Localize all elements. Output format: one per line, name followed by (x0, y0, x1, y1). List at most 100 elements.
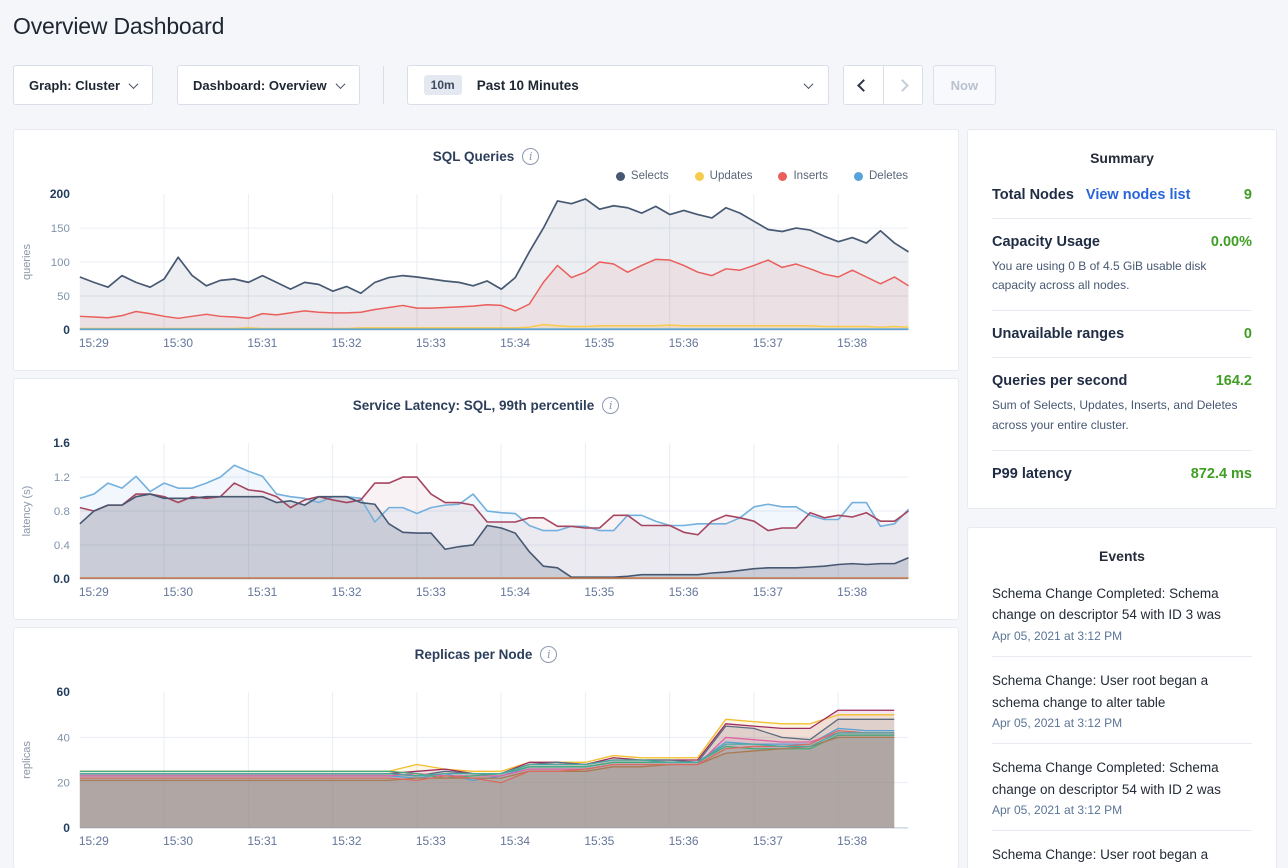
now-button[interactable]: Now (932, 65, 997, 105)
svg-text:15:30: 15:30 (163, 834, 193, 848)
svg-text:15:29: 15:29 (79, 336, 109, 350)
content: SQL Queries i Selects Updates Inserts Delet… (13, 129, 1277, 868)
event-timestamp: Apr 05, 2021 at 3:12 PM (992, 716, 1123, 731)
svg-text:1.2: 1.2 (54, 472, 70, 484)
svg-text:0: 0 (63, 821, 70, 835)
svg-text:15:30: 15:30 (163, 585, 193, 599)
chart-title: Service Latency: SQL, 99th percentile (352, 397, 595, 413)
events-panel: Events Schema Change Completed: Schema c… (967, 526, 1277, 868)
legend-dot-icon (778, 171, 788, 181)
legend-label: Updates (709, 170, 753, 182)
svg-text:15:36: 15:36 (669, 336, 699, 350)
sidebar: Summary Total Nodes View nodes list 9 Capac… (967, 129, 1277, 868)
toolbar: Graph: Cluster Dashboard: Overview 10m P… (13, 65, 1275, 105)
legend-dot-icon (694, 171, 704, 181)
legend-item: Inserts (778, 170, 828, 182)
info-icon[interactable]: i (522, 147, 540, 165)
svg-text:40: 40 (57, 732, 70, 744)
legend-dot-icon (615, 171, 625, 181)
event-item: Schema Change: User root began a schema … (992, 657, 1252, 745)
summary-row: Queries per second 164.2 Sum of Selects, U… (992, 358, 1252, 451)
chart-legend: Selects Updates Inserts Deletes (14, 166, 958, 186)
legend-dot-icon (854, 171, 863, 181)
info-icon[interactable]: i (602, 396, 620, 414)
graph-selector-dropdown[interactable]: Graph: Cluster (13, 65, 154, 105)
svg-text:0.4: 0.4 (54, 540, 71, 552)
svg-text:150: 150 (51, 223, 70, 235)
summary-label: P99 latency (992, 465, 1072, 482)
legend-label: Deletes (869, 170, 908, 182)
prev-time-button[interactable] (843, 66, 883, 104)
chevron-down-icon (803, 78, 814, 89)
svg-text:0.0: 0.0 (53, 572, 70, 586)
summary-value: 0 (1243, 326, 1252, 343)
chart-legend (14, 415, 958, 435)
svg-text:15:32: 15:32 (332, 834, 362, 848)
summary-value: 0.00% (1210, 234, 1252, 250)
svg-text:15:34: 15:34 (500, 336, 530, 350)
info-icon[interactable]: i (540, 645, 558, 663)
summary-description: You are using 0 B of 4.5 GiB usable disk… (992, 259, 1207, 293)
event-text: Schema Change Completed: Schema change o… (992, 585, 1221, 623)
x-axis-labels: 15:29 15:30 15:31 15:32 15:33 15:34 15:35 15:36… (79, 585, 868, 599)
summary-label: Total Nodes (992, 187, 1074, 203)
next-time-button[interactable] (882, 66, 922, 104)
event-timestamp: Apr 05, 2021 at 3:12 PM (992, 628, 1123, 643)
time-step-buttons (842, 65, 923, 105)
y-axis-labels: 0 20 40 60 (57, 685, 71, 835)
svg-text:15:33: 15:33 (416, 834, 446, 848)
summary-label: Queries per second (992, 373, 1128, 390)
x-axis-labels: 15:29 15:30 15:31 15:32 15:33 15:34 15:35 15:36… (79, 336, 868, 350)
summary-panel: Summary Total Nodes View nodes list 9 Capac… (967, 129, 1277, 509)
svg-text:60: 60 (57, 685, 71, 699)
chevron-right-icon (896, 78, 910, 92)
svg-text:15:33: 15:33 (416, 585, 446, 599)
summary-label: Capacity Usage (992, 234, 1100, 250)
y-axis-labels: 0 50 100 150 200 (50, 187, 70, 337)
svg-text:15:33: 15:33 (416, 336, 446, 350)
chart-lines (79, 198, 909, 330)
chart-grid (79, 692, 909, 829)
dashboard-selector-dropdown[interactable]: Dashboard: Overview (177, 65, 360, 105)
svg-text:1.6: 1.6 (53, 436, 70, 450)
chevron-down-icon (335, 78, 346, 89)
y-axis-title: replicas (21, 741, 33, 779)
svg-text:15:37: 15:37 (753, 336, 783, 350)
legend-item: Deletes (854, 170, 908, 182)
chevron-down-icon (128, 78, 139, 89)
svg-text:15:38: 15:38 (837, 585, 867, 599)
svg-text:15:37: 15:37 (753, 834, 783, 848)
chart-card-sql-queries: SQL Queries i Selects Updates Inserts Delet… (13, 129, 959, 371)
svg-text:15:29: 15:29 (79, 585, 109, 599)
view-nodes-link[interactable]: View nodes list (1085, 187, 1191, 203)
summary-row: Capacity Usage 0.00% You are using 0 B of … (992, 219, 1252, 312)
svg-text:15:29: 15:29 (79, 834, 109, 848)
page-title: Overview Dashboard (13, 13, 225, 39)
svg-text:0.8: 0.8 (54, 506, 70, 518)
chart-lines (79, 464, 910, 579)
summary-row: Total Nodes View nodes list 9 (992, 172, 1252, 219)
chart-lines (79, 709, 895, 784)
service-latency-chart[interactable]: 0.0 0.4 0.8 1.2 1.6 15:29 15:30 15:31 15:32 15:33… (14, 435, 958, 611)
graph-selector-label: Graph: Cluster (29, 77, 121, 93)
svg-text:15:35: 15:35 (584, 834, 614, 848)
svg-text:15:30: 15:30 (163, 336, 193, 350)
svg-text:15:32: 15:32 (332, 336, 362, 350)
events-title: Events (1099, 547, 1145, 564)
svg-text:200: 200 (50, 187, 70, 201)
svg-text:15:31: 15:31 (247, 585, 277, 599)
x-axis-labels: 15:29 15:30 15:31 15:32 15:33 15:34 15:35 15:36… (79, 834, 868, 848)
event-item: Schema Change: User root began a schema … (992, 831, 1252, 868)
summary-label: Unavailable ranges (992, 326, 1125, 343)
legend-item: Selects (615, 170, 669, 182)
summary-value: 164.2 (1215, 373, 1252, 390)
chart-legend (14, 664, 958, 684)
time-range-label: Past 10 Minutes (476, 77, 579, 93)
svg-text:15:35: 15:35 (584, 336, 614, 350)
svg-text:15:32: 15:32 (332, 585, 362, 599)
svg-text:0: 0 (63, 323, 70, 337)
time-range-selector[interactable]: 10m Past 10 Minutes (406, 65, 829, 105)
legend-label: Selects (630, 170, 669, 182)
